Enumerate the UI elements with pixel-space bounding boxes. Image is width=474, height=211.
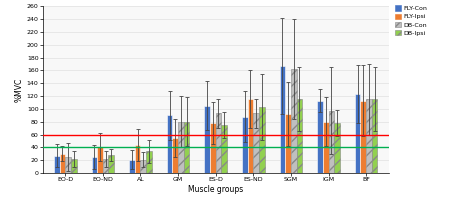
Bar [366,99,372,173]
Bar [360,101,366,173]
Bar [91,157,97,173]
Bar [60,154,65,173]
Bar [210,123,216,173]
Bar [54,156,60,173]
Bar [97,147,103,173]
Bar [334,123,340,173]
Bar [253,113,259,173]
Bar [65,157,71,173]
Bar [355,94,360,173]
Bar [178,122,184,173]
Bar [328,111,334,173]
X-axis label: Muscle groups: Muscle groups [188,185,243,194]
Bar [146,151,152,173]
Bar [216,113,221,173]
Bar [280,66,285,173]
Bar [167,115,173,173]
Bar [372,99,377,173]
Bar [109,155,114,173]
Bar [317,101,323,173]
Legend: FLY-Con, FLY-Ipsi, DB-Con, DB-Ipsi: FLY-Con, FLY-Ipsi, DB-Con, DB-Ipsi [392,3,430,38]
Bar [242,117,247,173]
Bar [221,125,227,173]
Bar [259,107,264,173]
Bar [173,138,178,173]
Bar [204,106,210,173]
Bar [247,99,253,173]
Bar [129,160,135,173]
Bar [71,159,76,173]
Bar [291,69,297,173]
Bar [323,122,328,173]
Bar [140,160,146,173]
Bar [103,159,109,173]
Bar [297,99,302,173]
Bar [135,145,140,173]
Y-axis label: %MVC: %MVC [15,78,24,102]
Bar [285,114,291,173]
Bar [184,122,189,173]
